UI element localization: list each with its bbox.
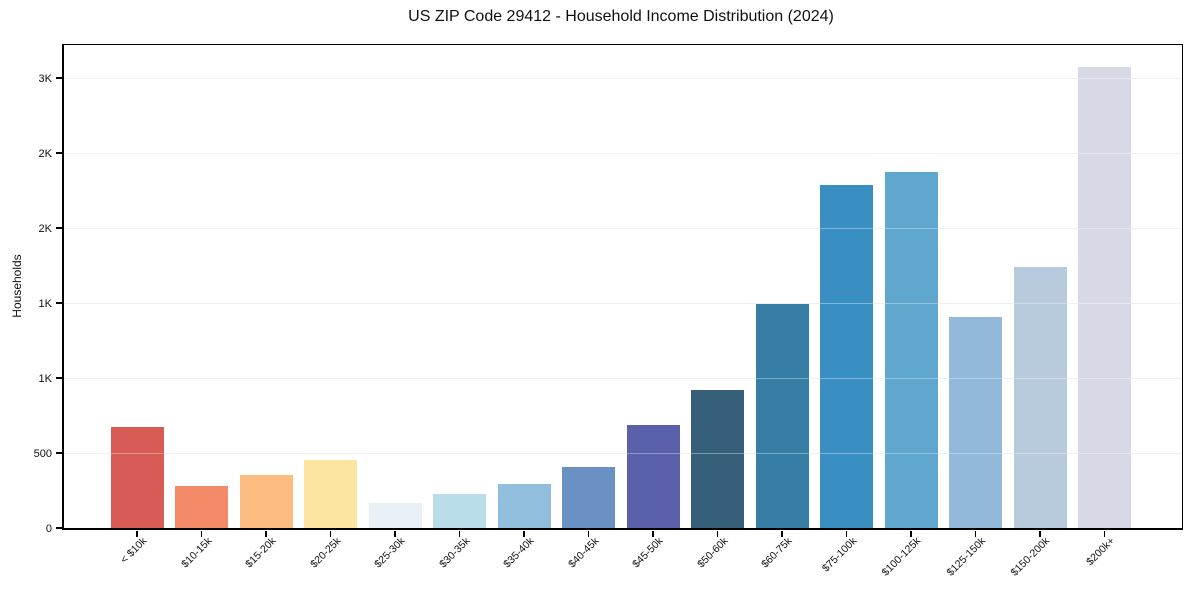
x-tick-mark [136,531,138,537]
gridline [64,377,1182,379]
x-tick-label: $20-25k [307,535,343,571]
x-tick-label: $30-35k [436,535,472,571]
y-tick-mark [56,527,62,529]
gridline-overlay [64,377,1182,379]
x-tick-label: $35-40k [501,535,537,571]
y-tick-label: 1K [38,298,52,310]
x-tick-mark [265,531,267,537]
bar [239,475,293,528]
bar [368,503,422,528]
chart-title: US ZIP Code 29412 - Household Income Dis… [408,8,834,25]
gridline-overlay [64,227,1182,229]
gridline [64,452,1182,454]
x-tick-mark [1039,531,1041,537]
x-tick-label: < $10k [118,535,150,566]
gridline-overlay [64,152,1182,154]
x-tick-label: $40-45k [565,535,601,571]
gridline-overlay [64,77,1182,79]
x-tick-label: $125-150k [944,535,988,579]
x-tick-mark [587,531,590,537]
x-tick-mark [394,531,396,537]
x-tick-mark [523,531,525,537]
y-tick-label: 500 [33,448,52,460]
y-tick-mark [56,152,62,154]
x-tick-mark [652,531,654,537]
y-tick-label: 2K [38,223,52,235]
y-tick-mark [56,227,62,229]
x-tick-label: $200k+ [1083,535,1117,569]
x-tick-mark [974,531,977,537]
bar [626,424,680,528]
y-tick-label: 2K [38,148,52,160]
bar [820,185,873,528]
bar [691,390,744,528]
x-tick-mark [458,531,461,537]
bar [497,484,551,528]
bar [110,426,164,528]
y-tick-mark [56,452,62,454]
bar [304,459,357,528]
y-tick-label: 3K [38,73,52,85]
gridline [64,77,1182,79]
bar [755,304,809,528]
x-tick-label: $75-100k [819,535,859,575]
x-tick-mark [845,531,848,537]
bar [1078,66,1131,528]
x-tick-mark [1103,531,1106,537]
x-tick-label: $10-15k [178,535,214,571]
bar [884,171,938,528]
x-tick-mark [716,531,719,537]
x-tick-mark [910,531,912,537]
bar [175,486,228,528]
y-tick-label: 0 [45,523,52,535]
x-tick-label: $60-75k [759,535,795,571]
x-tick-label: $45-50k [630,535,666,571]
gridline [64,302,1182,304]
x-tick-label: $25-30k [372,535,408,571]
x-tick-label: $100-125k [879,535,924,579]
bar [949,317,1002,528]
y-tick-mark [56,302,62,304]
x-tick-label: $50-60k [694,535,730,571]
y-axis-title: Households [10,254,24,318]
bar [433,493,486,528]
x-tick-mark [329,531,332,537]
x-tick-label: $150-200k [1008,535,1053,579]
gridline [64,152,1182,154]
gridline [64,227,1182,229]
y-tick-label: 1K [38,373,52,385]
y-tick-mark [56,377,62,379]
gridline-overlay [64,452,1182,454]
plot-area: 0 500 1K 1K 2K 2K 3K < $10k $10-15k $15-20k $20-25… [34,44,1183,579]
x-tick-mark [200,531,203,537]
bar [562,467,615,528]
x-tick-label: $15-20k [243,535,279,571]
bar [1013,267,1067,528]
y-tick-mark [56,77,62,79]
x-tick-mark [781,531,783,537]
gridline-overlay [64,302,1182,304]
